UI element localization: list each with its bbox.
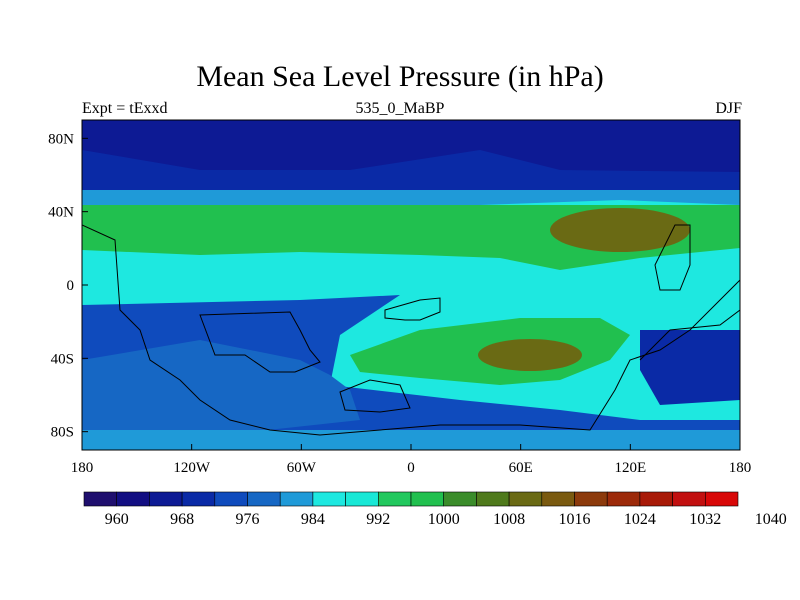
y-tick-label: 0 [67,278,75,294]
colorbar-label: 968 [170,511,194,528]
colorbar-label: 976 [236,511,260,528]
colorbar-label: 1032 [689,511,721,528]
colorbar-swatch [476,491,510,507]
y-tick-label: 80S [51,425,74,441]
coastline-southeast [639,309,740,361]
colorbar-label: 992 [366,511,390,528]
colorbar-swatch [181,491,216,507]
colorbar: 960 968 976 984 992 1000 1008 1016 1024 1032 1040 [83,491,787,528]
continent-outline-east [654,224,691,291]
colorbar-swatch [149,491,183,507]
colorbar-label: 1008 [493,511,525,528]
colorbar-swatch [606,491,641,507]
south-low-east [640,330,740,405]
south-low-west [82,340,360,450]
continent-outline-west [199,311,321,373]
colorbar-swatch [704,491,739,507]
colorbar-swatch [279,491,314,507]
y-tick-label: 40S [51,351,74,367]
subtitle-season: DJF [715,100,742,117]
colorbar-swatch [672,491,706,507]
colorbar-swatch [541,491,575,507]
colorbar-label: 1016 [559,511,591,528]
x-tick-label: 60E [509,460,533,476]
colorbar-swatch [574,491,608,507]
x-tick-label: 180 [729,460,752,476]
colorbar-swatch [410,491,445,507]
colorbar-label: 1040 [755,511,787,528]
x-tick-label: 180 [71,460,94,476]
colorbar-swatch [312,491,346,507]
south-gradient [82,430,740,450]
colorbar-swatch [639,491,673,507]
x-tick-label: 120W [173,460,211,476]
colorbar-swatch [345,491,379,507]
north-low-core [82,120,740,172]
colorbar-label: 1024 [624,511,656,528]
colorbar-swatch [377,491,412,507]
subtitle-experiment: Expt = tExxd [82,100,168,117]
page-title: Mean Sea Level Pressure (in hPa) [196,60,604,93]
subtitle-time: 535_0_MaBP [355,100,445,117]
x-tick-label: 0 [407,460,415,476]
y-axis-ticks: 80N 40N 0 40S 80S [48,131,88,441]
continent-outline-south [339,379,411,413]
y-tick-label: 80N [48,131,74,147]
colorbar-swatch [443,491,477,507]
colorbar-swatch [214,491,248,507]
colorbar-swatch [83,491,118,507]
colorbar-swatch [247,491,281,507]
south-high-max [478,339,582,371]
x-tick-label: 60W [287,460,317,476]
x-tick-label: 120E [614,460,646,476]
colorbar-swatch [508,491,543,507]
colorbar-label: 984 [301,511,325,528]
north-gradient [82,190,740,205]
colorbar-label: 960 [105,511,129,528]
y-tick-label: 40N [48,205,74,221]
colorbar-label: 1000 [428,511,460,528]
north-high-max [550,208,690,252]
coastline-path [82,224,740,436]
x-axis-ticks: 180 120W 60W 0 60E 120E 180 [71,444,752,476]
colorbar-swatch [116,491,150,507]
continent-outline-center [384,297,441,321]
